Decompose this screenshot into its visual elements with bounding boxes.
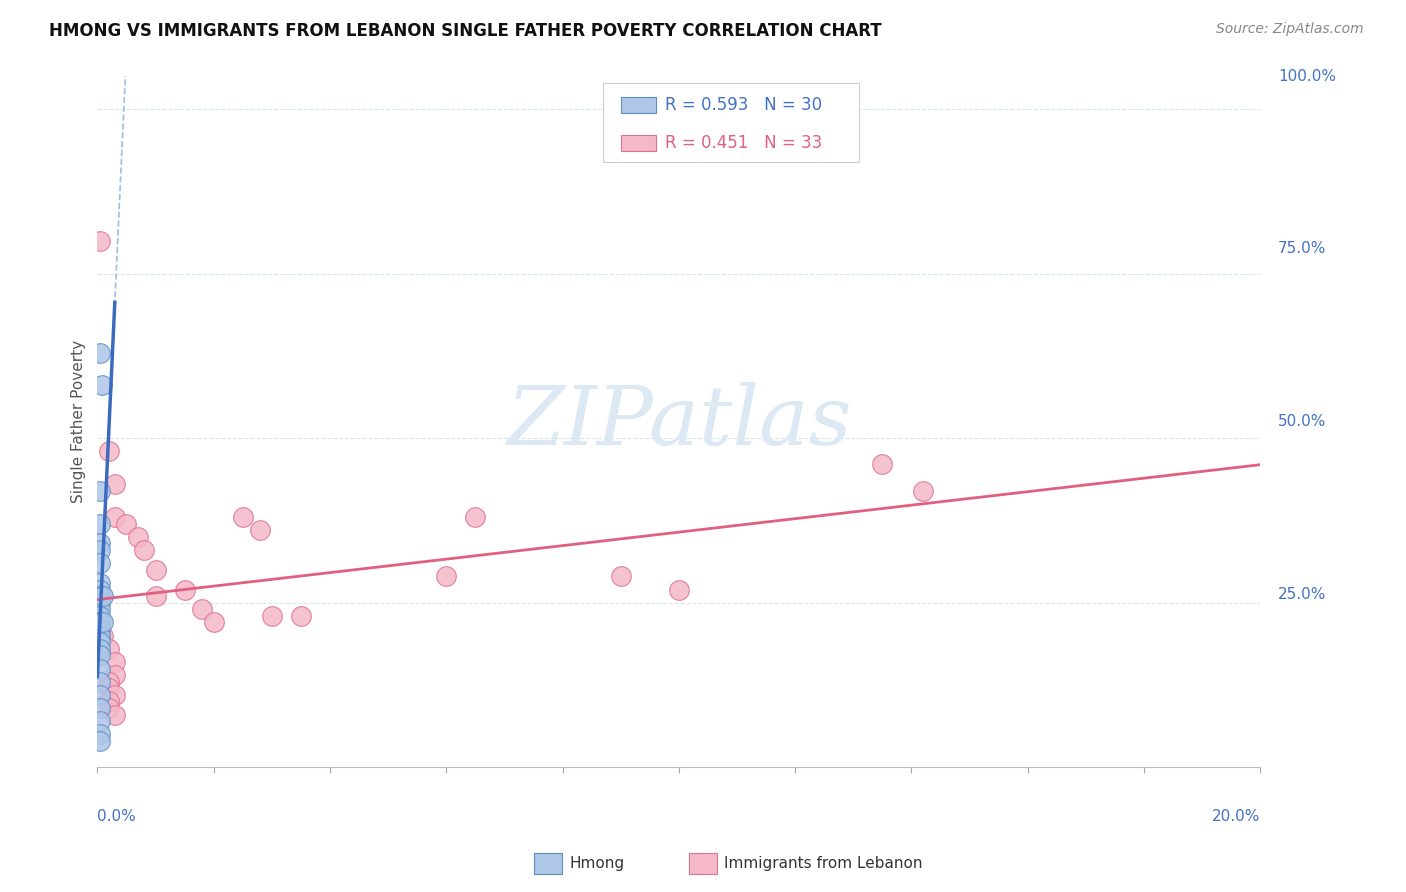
- Point: [98, 701, 121, 715]
- Point: [290, 608, 312, 623]
- Point: [98, 694, 121, 708]
- Point: [89, 734, 111, 748]
- Point: [89, 641, 111, 656]
- Point: [89, 635, 111, 649]
- Point: [89, 602, 111, 616]
- Point: [89, 615, 111, 630]
- Point: [91, 615, 114, 630]
- Point: [89, 582, 111, 597]
- Point: [89, 622, 111, 636]
- Point: [89, 629, 111, 643]
- Point: [145, 589, 167, 603]
- Point: [232, 510, 254, 524]
- FancyBboxPatch shape: [603, 83, 859, 162]
- Bar: [620, 136, 655, 151]
- Point: [145, 563, 167, 577]
- Point: [91, 589, 114, 603]
- Point: [609, 569, 631, 583]
- Text: R = 0.451   N = 33: R = 0.451 N = 33: [665, 134, 823, 152]
- Point: [89, 608, 111, 623]
- Point: [132, 543, 155, 558]
- Point: [89, 576, 111, 591]
- Point: [104, 477, 127, 491]
- Point: [89, 622, 111, 636]
- Point: [98, 674, 121, 689]
- Point: [89, 589, 111, 603]
- Text: 20.0%: 20.0%: [1212, 809, 1260, 823]
- Point: [89, 674, 111, 689]
- Point: [89, 556, 111, 570]
- Text: 0.0%: 0.0%: [97, 809, 136, 823]
- Point: [89, 234, 111, 248]
- Point: [434, 569, 457, 583]
- Text: Hmong: Hmong: [569, 856, 624, 871]
- Point: [89, 483, 111, 498]
- Point: [89, 688, 111, 702]
- Point: [872, 458, 894, 472]
- Point: [249, 523, 271, 537]
- Point: [89, 661, 111, 675]
- Point: [89, 714, 111, 729]
- Point: [173, 582, 195, 597]
- Point: [202, 615, 225, 630]
- Text: HMONG VS IMMIGRANTS FROM LEBANON SINGLE FATHER POVERTY CORRELATION CHART: HMONG VS IMMIGRANTS FROM LEBANON SINGLE …: [49, 22, 882, 40]
- Point: [104, 668, 127, 682]
- Text: 75.0%: 75.0%: [1278, 242, 1326, 256]
- Point: [91, 378, 114, 392]
- Point: [668, 582, 690, 597]
- Y-axis label: Single Father Poverty: Single Father Poverty: [72, 340, 86, 503]
- Point: [464, 510, 486, 524]
- Point: [104, 510, 127, 524]
- Point: [89, 615, 111, 630]
- Point: [191, 602, 214, 616]
- Point: [104, 707, 127, 722]
- Point: [912, 483, 935, 498]
- Point: [89, 345, 111, 359]
- Point: [98, 641, 121, 656]
- Point: [89, 648, 111, 663]
- Point: [89, 516, 111, 531]
- Point: [104, 688, 127, 702]
- Point: [98, 444, 121, 458]
- Text: Immigrants from Lebanon: Immigrants from Lebanon: [724, 856, 922, 871]
- Point: [260, 608, 283, 623]
- Text: Source: ZipAtlas.com: Source: ZipAtlas.com: [1216, 22, 1364, 37]
- Text: 50.0%: 50.0%: [1278, 414, 1326, 429]
- Point: [89, 727, 111, 741]
- Point: [89, 701, 111, 715]
- Point: [115, 516, 138, 531]
- Point: [127, 530, 149, 544]
- Point: [98, 681, 121, 696]
- Text: 25.0%: 25.0%: [1278, 587, 1326, 602]
- Point: [91, 629, 114, 643]
- Point: [89, 543, 111, 558]
- Bar: [620, 97, 655, 112]
- Text: 100.0%: 100.0%: [1278, 69, 1336, 84]
- Text: R = 0.593   N = 30: R = 0.593 N = 30: [665, 96, 823, 114]
- Point: [89, 596, 111, 610]
- Point: [104, 655, 127, 669]
- Point: [89, 536, 111, 550]
- Point: [89, 629, 111, 643]
- Text: ZIPatlas: ZIPatlas: [506, 382, 852, 462]
